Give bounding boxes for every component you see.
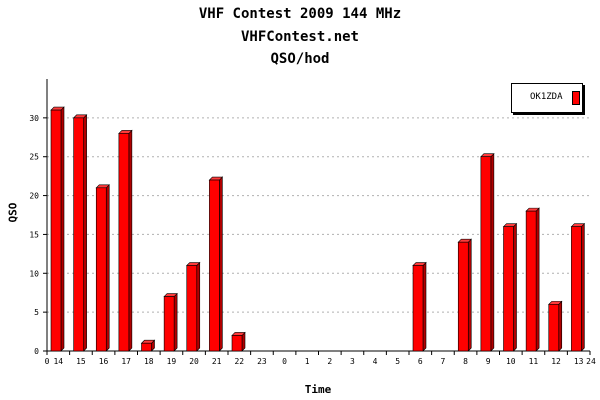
x-tick-label: 2 <box>327 357 332 366</box>
x-tick-label: 11 <box>529 357 539 366</box>
chart-subtitle-2: QSO/hod <box>270 51 330 67</box>
legend-swatch <box>572 91 580 105</box>
bar-side <box>467 238 472 352</box>
bar <box>480 156 492 352</box>
bar-side <box>60 106 65 352</box>
chart-title: VHF Contest 2009 144 MHz <box>198 6 402 22</box>
x-tick-label: 4 <box>373 357 378 366</box>
bar-side <box>173 292 178 352</box>
legend-label: OK1ZDA <box>530 92 563 102</box>
bar <box>118 133 130 352</box>
bar <box>231 335 243 352</box>
bar <box>571 226 582 352</box>
y-tick-label: 15 <box>29 230 39 239</box>
y-axis-label: QSO <box>6 202 20 223</box>
x-edge-label-end: 24 <box>586 357 596 366</box>
bar-side <box>558 300 563 352</box>
bar <box>163 296 175 352</box>
bar <box>186 265 198 352</box>
x-tick-label: 7 <box>441 357 446 366</box>
x-tick-label: 0 <box>282 357 287 366</box>
bar <box>503 226 514 352</box>
bar-side <box>196 261 201 352</box>
y-tick-label: 30 <box>29 114 39 123</box>
bar <box>50 109 62 352</box>
bar-side <box>219 176 223 352</box>
bar <box>209 179 220 352</box>
x-tick-label: 21 <box>212 357 222 366</box>
x-tick-label: 10 <box>506 357 516 366</box>
y-tick-label: 25 <box>29 153 39 162</box>
bar <box>525 210 537 352</box>
x-axis-label: Time <box>304 383 332 396</box>
x-tick-label: 1 <box>305 357 310 366</box>
bar-side <box>535 207 540 352</box>
x-tick-label: 12 <box>551 357 561 366</box>
x-tick-label: 17 <box>121 357 131 366</box>
x-tick-label: 19 <box>167 357 177 366</box>
x-tick-label: 14 <box>53 357 63 366</box>
bar-side <box>581 222 585 352</box>
bar-side <box>128 129 133 352</box>
x-tick-label: 13 <box>574 357 584 366</box>
bar-side <box>422 261 427 352</box>
bar <box>457 241 469 352</box>
chart-subtitle: VHFContest.net <box>240 29 359 45</box>
x-edge-label-start: 0 <box>45 357 50 366</box>
bar-side <box>513 222 517 352</box>
x-tick-label: 23 <box>257 357 267 366</box>
bar-side <box>105 184 110 352</box>
y-tick-label: 0 <box>34 347 39 356</box>
y-tick-label: 10 <box>29 269 39 278</box>
x-tick-label: 18 <box>144 357 154 366</box>
x-tick-label: 20 <box>189 357 199 366</box>
bar-side <box>83 114 87 352</box>
x-tick-label: 9 <box>486 357 491 366</box>
legend: OK1ZDA <box>511 83 583 113</box>
bar <box>141 342 152 352</box>
y-tick-label: 5 <box>34 308 39 317</box>
x-tick-label: 8 <box>463 357 468 366</box>
bar-side <box>490 152 495 352</box>
bar <box>548 304 560 352</box>
bar <box>73 117 84 352</box>
x-tick-label: 16 <box>99 357 109 366</box>
bar <box>412 265 424 352</box>
x-tick-label: 5 <box>395 357 400 366</box>
x-tick-label: 3 <box>350 357 355 366</box>
x-tick-label: 15 <box>76 357 86 366</box>
x-tick-label: 6 <box>418 357 423 366</box>
y-tick-label: 20 <box>29 192 39 201</box>
bar <box>95 187 107 352</box>
x-tick-label: 22 <box>234 357 244 366</box>
